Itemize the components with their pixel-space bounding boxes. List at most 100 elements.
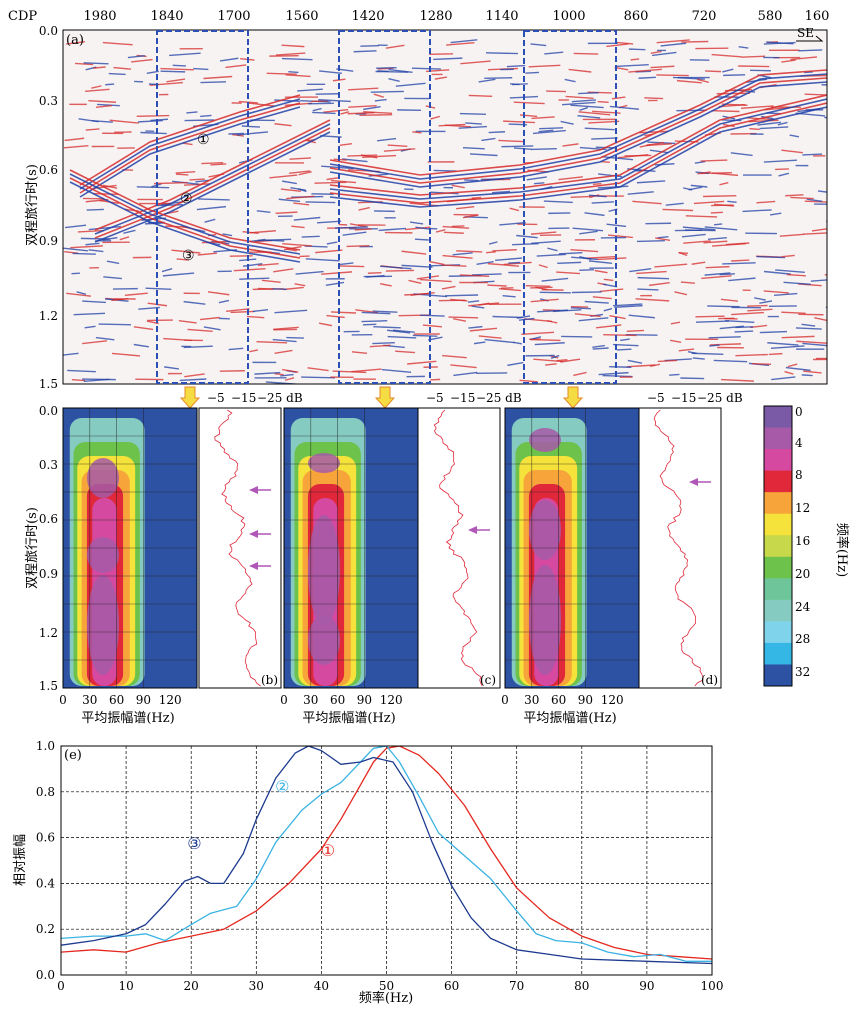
spectrogram-panel: 0 30 60 90 120 平均振幅谱(Hz) (d) −5 −15 −25 dB: [501, 391, 743, 726]
x-tick-label: 80: [574, 979, 589, 993]
seismic-event: [636, 270, 667, 275]
seismic-event: [681, 233, 706, 238]
seismic-event: [420, 314, 445, 317]
seismic-event: [756, 200, 776, 204]
seismic-event: [803, 370, 822, 374]
colorbar-tick-label: 0: [795, 405, 803, 419]
seismic-event: [102, 184, 118, 189]
seismic-event: [102, 41, 133, 46]
seismic-event: [655, 237, 671, 242]
panel-e-xlabel: 频率(Hz): [359, 990, 413, 1006]
seismic-event: [708, 336, 741, 339]
seismic-event: [711, 172, 739, 177]
seismic-event: [434, 76, 448, 80]
seismic-event: [531, 147, 557, 151]
colorbar-swatch: [764, 599, 792, 622]
seismic-event: [531, 240, 561, 245]
seismic-event: [88, 249, 104, 253]
seismic-event: [451, 184, 465, 189]
panel-e: 0 10 20 30 40 50 60 70 80 90 100 0.0 0.2 0.4 0.6 0.8 1.…: [13, 739, 723, 1006]
seismic-event: [759, 330, 788, 334]
seismic-event: [638, 76, 656, 79]
db-tick-label: −25 dB: [476, 391, 522, 405]
colorbar-tick-label: 32: [795, 665, 810, 679]
seismic-event: [637, 288, 659, 291]
seismic-event: [261, 279, 281, 284]
seismic-event: [315, 249, 343, 254]
seismic-event: [127, 55, 145, 59]
seismic-event: [282, 180, 297, 185]
seismic-event: [568, 68, 592, 73]
cdp-tick-label: 1420: [351, 9, 384, 24]
seismic-event: [210, 163, 227, 166]
seismic-event: [719, 181, 729, 186]
seismic-event: [154, 181, 188, 185]
seismic-event: [71, 272, 80, 275]
seismic-event: [93, 66, 106, 69]
seismic-event: [546, 90, 567, 93]
seismic-event: [781, 254, 795, 258]
db-tick-label: −15: [231, 391, 256, 405]
seismic-event: [516, 315, 531, 319]
seismic-event: [588, 120, 620, 124]
cdp-tick-label: 720: [692, 9, 717, 24]
seismic-event: [63, 352, 79, 356]
seismic-event: [584, 127, 615, 131]
seismic-event: [617, 154, 649, 159]
spectrogram-xlabel: 平均振幅谱(Hz): [81, 711, 174, 726]
seismic-event: [507, 361, 524, 367]
seismic-event: [484, 77, 513, 79]
seismic-event: [405, 226, 431, 231]
freq-tick-label: 90: [357, 693, 372, 707]
db-tick-label: −5: [647, 391, 665, 405]
amplitude-curve: [653, 409, 704, 687]
time-tick-label: 0.3: [39, 458, 58, 472]
seismic-event: [419, 278, 452, 283]
seismic-event: [513, 101, 545, 105]
seismic-event: [748, 119, 779, 123]
seismic-event: [203, 326, 221, 331]
time-tick-label: 1.2: [39, 309, 58, 323]
seismic-event: [88, 225, 121, 231]
seismic-event: [766, 41, 794, 45]
colorbar-swatch: [764, 535, 792, 558]
seismic-event: [257, 287, 274, 290]
seismic-event: [598, 173, 623, 178]
seismic-event: [433, 57, 463, 61]
seismic-event: [318, 322, 332, 327]
seismic-event: [530, 43, 547, 47]
seismic-event: [200, 81, 226, 84]
seismic-event: [771, 376, 796, 381]
seismic-event: [495, 257, 523, 262]
seismic-event: [233, 268, 266, 272]
seismic-event: [541, 288, 564, 291]
seismic-event: [338, 262, 354, 266]
seismic-event: [803, 232, 827, 235]
seismic-event: [347, 111, 375, 115]
seismic-event: [471, 305, 485, 309]
seismic-event: [472, 273, 502, 276]
panel-e-ylabel: 相对振幅: [13, 834, 28, 886]
seismic-event: [145, 287, 172, 291]
seismic-event: [351, 351, 368, 354]
seismic-event: [200, 114, 212, 118]
seismic-event: [146, 320, 159, 325]
freq-tick-label: 90: [578, 693, 593, 707]
seismic-event: [76, 291, 87, 295]
seismic-event: [441, 285, 456, 290]
x-tick-label: 70: [509, 979, 524, 993]
x-tick-label: 30: [249, 979, 264, 993]
seismic-event: [163, 337, 193, 342]
horizon-reflector: [94, 127, 331, 239]
seismic-event: [556, 358, 568, 362]
seismic-event: [709, 344, 720, 347]
seismic-event: [459, 274, 490, 278]
horizon-reflector: [69, 169, 301, 251]
seismic-event: [485, 52, 518, 55]
seismic-event: [280, 373, 294, 377]
seismic-section-background: [63, 30, 827, 384]
seismic-event: [657, 359, 678, 363]
x-tick-label: 40: [314, 979, 329, 993]
seismic-event: [281, 57, 313, 61]
seismic-event: [225, 64, 247, 69]
